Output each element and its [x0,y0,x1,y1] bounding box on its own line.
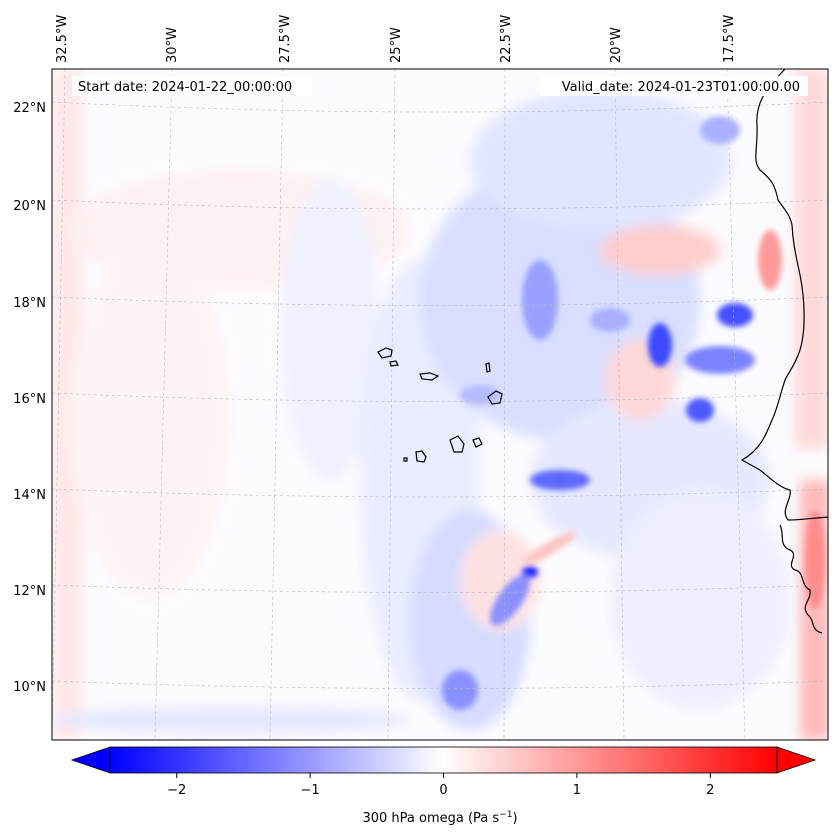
colorbar: −2 −1 0 1 2 300 hPa omega (Pa s−1) [70,746,817,826]
latitude-label: 18°N [13,296,46,311]
latitude-label: 10°N [13,680,46,695]
latitude-labels: 22°N 20°N 18°N 16°N 14°N 12°N 10°N [13,101,46,695]
colorbar-ticks: −2 −1 0 1 2 [167,773,714,798]
latitude-label: 12°N [13,584,46,599]
colorbar-tick-label: 1 [573,783,581,798]
colorbar-extend-high [776,746,817,774]
longitude-label: 20°W [609,27,624,63]
latitude-label: 14°N [13,488,46,503]
colorbar-tick-label: −2 [167,783,186,798]
longitude-label: 32.5°W [55,15,70,63]
gridlines [52,69,828,740]
longitude-label: 30°W [165,27,180,63]
map-panel [51,68,829,741]
omega-field [52,69,828,740]
longitude-label: 25°W [389,27,404,63]
colorbar-gradient [109,746,778,774]
latitude-label: 20°N [13,199,46,214]
colorbar-extend-low [70,746,111,774]
latitude-label: 16°N [13,392,46,407]
colorbar-tick-label: 2 [706,783,714,798]
longitude-labels: 32.5°W 30°W 27.5°W 25°W 22.5°W 20°W 17.5°W [55,15,737,63]
longitude-label: 17.5°W [722,15,737,63]
start-date-label: Start date: 2024-01-22_00:00:00 [78,80,292,95]
valid-date-label: Valid_date: 2024-01-23T01:00:00.00 [562,80,800,95]
colorbar-tick-label: 0 [439,783,447,798]
coastlines [377,69,828,634]
colorbar-label: 300 hPa omega (Pa s−1) [362,810,517,826]
colorbar-tick-label: −1 [301,783,320,798]
longitude-label: 27.5°W [278,15,293,63]
longitude-label: 22.5°W [499,15,514,63]
latitude-label: 22°N [13,101,46,116]
